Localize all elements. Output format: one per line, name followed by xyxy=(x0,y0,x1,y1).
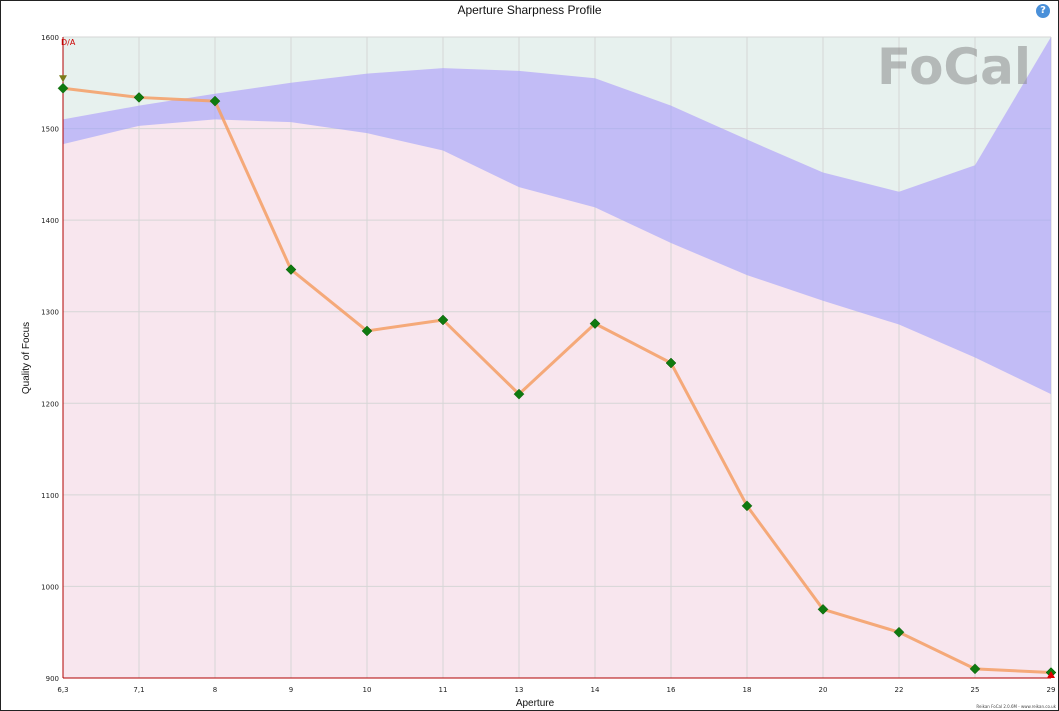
data-point-0 xyxy=(57,82,69,94)
y-tick-label-4: 1300 xyxy=(41,309,59,317)
end-marker-triangle xyxy=(1047,671,1055,678)
y-tick-label-5: 1400 xyxy=(41,217,59,225)
x-tick-label-7: 14 xyxy=(591,686,600,694)
data-point-7 xyxy=(589,318,601,329)
x-tick-label-0: 6,3 xyxy=(57,686,68,694)
annotations: D/A xyxy=(59,38,1055,678)
start-marker-triangle xyxy=(59,75,67,83)
x-tick-label-11: 22 xyxy=(895,686,904,694)
help-question-icon[interactable]: ? xyxy=(1036,4,1050,18)
y-tick-label-3: 1200 xyxy=(41,400,59,408)
x-tick-label-10: 20 xyxy=(819,686,828,694)
x-tick-label-2: 8 xyxy=(213,686,217,694)
x-tick-label-8: 16 xyxy=(667,686,676,694)
y-tick-label-1: 1000 xyxy=(41,583,59,591)
chart-title: Aperture Sharpness Profile xyxy=(457,3,602,17)
x-tick-label-3: 9 xyxy=(289,686,293,694)
data-point-4 xyxy=(361,325,373,337)
watermark-logo: FoCal xyxy=(877,38,1031,96)
series-line-0 xyxy=(62,86,1052,675)
x-axis-label: Aperture xyxy=(516,698,555,709)
x-tick-label-4: 10 xyxy=(363,686,372,694)
data-point-12 xyxy=(969,663,981,675)
data-point-9 xyxy=(741,500,753,512)
y-axis-label: Quality of Focus xyxy=(21,322,32,394)
x-tick-label-6: 13 xyxy=(515,686,524,694)
y-tick-label-6: 1500 xyxy=(41,126,59,134)
focal-logo-text: FoCal xyxy=(877,38,1031,96)
y-tick-label-0: 900 xyxy=(46,675,59,683)
footer-credit: Reikan FoCal 2.0.6M - www.reikan.co.uk xyxy=(976,704,1056,709)
annotation-label-0: D/A xyxy=(61,38,76,47)
data-point-10 xyxy=(817,603,829,615)
reference-band xyxy=(63,37,1051,395)
plot-area-upper-region xyxy=(63,37,1051,192)
sharpness-series xyxy=(57,82,1057,678)
reference-band-area xyxy=(63,37,1051,395)
data-point-2 xyxy=(209,95,221,107)
x-tick-labels: 6,3 7,1 8 9 10 11 13 14 16 18 20 22 25 29 xyxy=(57,686,1055,694)
x-tick-label-1: 7,1 xyxy=(133,686,144,694)
data-point-8 xyxy=(665,357,677,369)
x-tick-label-9: 18 xyxy=(743,686,752,694)
data-point-6 xyxy=(513,388,525,400)
data-point-1 xyxy=(133,92,145,103)
x-tick-label-12: 25 xyxy=(971,686,980,694)
x-tick-label-5: 11 xyxy=(439,686,448,694)
y-tick-label-7: 1600 xyxy=(41,34,59,42)
data-point-3 xyxy=(285,264,297,275)
axes xyxy=(62,37,1051,679)
data-point-5 xyxy=(437,314,449,326)
data-point-11 xyxy=(893,626,905,638)
x-tick-label-13: 29 xyxy=(1047,686,1056,694)
y-tick-label-2: 1100 xyxy=(41,492,59,500)
y-tick-labels: 900 1000 1100 1200 1300 1400 1500 1600 xyxy=(41,34,59,683)
